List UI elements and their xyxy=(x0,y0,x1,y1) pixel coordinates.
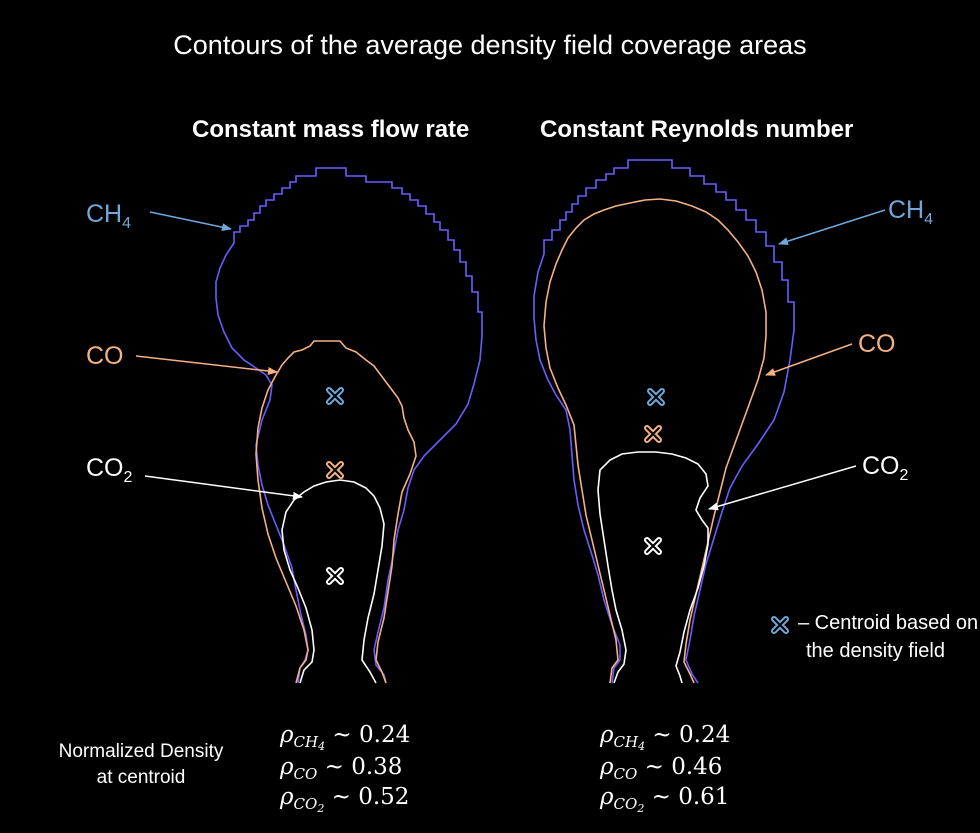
centroid-co-left xyxy=(329,464,341,476)
arrow-co-left xyxy=(135,355,278,375)
contour-ch4-left xyxy=(215,167,483,684)
density-ch4-right: ρCH4 ~ 0.24 xyxy=(600,722,731,753)
figure-title: Contours of the average density field co… xyxy=(173,30,807,60)
label-co-right: CO xyxy=(858,330,896,358)
contour-co-right xyxy=(543,198,767,684)
normalized-density-label: Normalized Density at centroid xyxy=(36,739,246,791)
panel-title-reynolds: Constant Reynolds number xyxy=(540,116,854,143)
arrow-co-right xyxy=(765,343,853,376)
density-ch4-left: ρCH4 ~ 0.24 xyxy=(280,722,411,753)
centroid-ch4-right xyxy=(650,391,662,403)
label-ch4-left: CH4 xyxy=(86,200,132,232)
density-co-left: ρCO ~ 0.38 xyxy=(280,754,403,783)
density-co2-right: ρCO2 ~ 0.61 xyxy=(600,784,730,815)
centroid-ch4-left xyxy=(329,390,341,402)
normalized-label-line-2: at centroid xyxy=(96,767,186,788)
centroid-co-right xyxy=(647,428,659,440)
label-ch4-right: CH4 xyxy=(888,196,934,228)
density-co2-left: ρCO2 ~ 0.52 xyxy=(280,784,410,815)
label-co-left: CO xyxy=(86,342,124,370)
centroid-co2-left xyxy=(329,570,341,582)
panel-title-mass-flow: Constant mass flow rate xyxy=(192,116,470,143)
arrow-ch4-left xyxy=(149,211,232,232)
contour-co2-right xyxy=(597,451,709,684)
arrow-co2-left xyxy=(144,475,303,500)
legend-text: – Centroid based on the density field xyxy=(798,609,978,665)
arrow-co2-right xyxy=(708,465,857,511)
normalized-label-line-1: Normalized Density xyxy=(58,741,224,762)
legend-line-1: – Centroid based on xyxy=(798,612,979,634)
centroid-co2-right xyxy=(647,540,659,552)
contour-co-left xyxy=(255,340,417,684)
contour-co2-left xyxy=(281,479,385,684)
density-co-right: ρCO ~ 0.46 xyxy=(600,754,723,783)
label-co2-left: CO2 xyxy=(86,454,133,486)
cross-marker-icon xyxy=(774,619,786,631)
legend-line-2: the density field xyxy=(806,640,945,662)
arrow-ch4-right xyxy=(778,209,886,246)
label-co2-right: CO2 xyxy=(862,452,909,484)
contour-ch4-right xyxy=(533,159,795,684)
